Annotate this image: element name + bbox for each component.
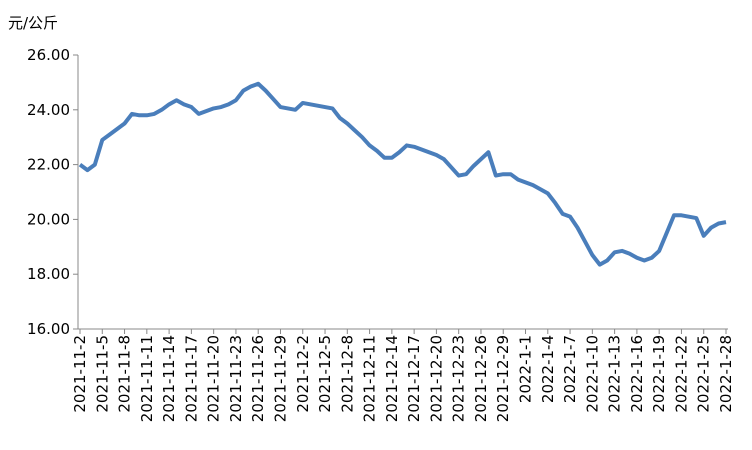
x-tick-label: 2022-1-22 (672, 335, 690, 413)
y-tick-label: 26.00 (27, 46, 70, 64)
x-tick-label: 2022-1-10 (583, 335, 601, 413)
y-tick-label: 16.00 (27, 320, 70, 338)
x-tick-label: 2021-11-29 (271, 335, 289, 422)
x-tick-label: 2021-11-20 (205, 335, 223, 422)
y-tick-label: 20.00 (27, 210, 70, 228)
x-tick-label: 2022-1-25 (695, 335, 713, 413)
x-tick-label: 2022-1-16 (628, 335, 646, 413)
x-tick-label: 2021-11-26 (249, 335, 267, 422)
y-tick-label: 22.00 (27, 156, 70, 174)
x-tick-label: 2021-11-2 (71, 335, 89, 413)
x-tick-label: 2021-11-8 (116, 335, 134, 413)
x-tick-label: 2022-1-28 (717, 335, 735, 413)
x-tick-label: 2021-12-17 (405, 335, 423, 422)
x-tick-label: 2021-12-11 (361, 335, 379, 422)
x-tick-label: 2022-1-1 (517, 335, 535, 403)
x-tick-label: 2021-12-26 (472, 335, 490, 422)
x-tick-label: 2022-1-19 (650, 335, 668, 413)
x-tick-label: 2021-11-14 (160, 335, 178, 422)
x-tick-label: 2021-12-2 (294, 335, 312, 413)
x-tick-label: 2021-12-5 (316, 335, 334, 413)
x-tick-label: 2021-12-20 (427, 335, 445, 422)
y-axis-label: 元/公斤 (8, 14, 58, 32)
x-tick-label: 2021-12-23 (450, 335, 468, 422)
x-tick-label: 2022-1-13 (606, 335, 624, 413)
x-tick-label: 2021-11-11 (138, 335, 156, 422)
x-tick-label: 2021-11-5 (93, 335, 111, 413)
x-tick-label: 2021-11-17 (182, 335, 200, 422)
x-tick-label: 2021-12-14 (383, 335, 401, 422)
line (78, 81, 727, 267)
y-tick-label: 24.00 (27, 101, 70, 119)
x-tick-label: 2021-12-29 (494, 335, 512, 422)
y-tick-label: 18.00 (27, 265, 70, 283)
x-tick-label: 2022-1-4 (539, 335, 557, 403)
x-tick-label: 2021-12-8 (338, 335, 356, 413)
x-tick-label: 2022-1-7 (561, 335, 579, 403)
x-tick-label: 2021-11-23 (227, 335, 245, 422)
